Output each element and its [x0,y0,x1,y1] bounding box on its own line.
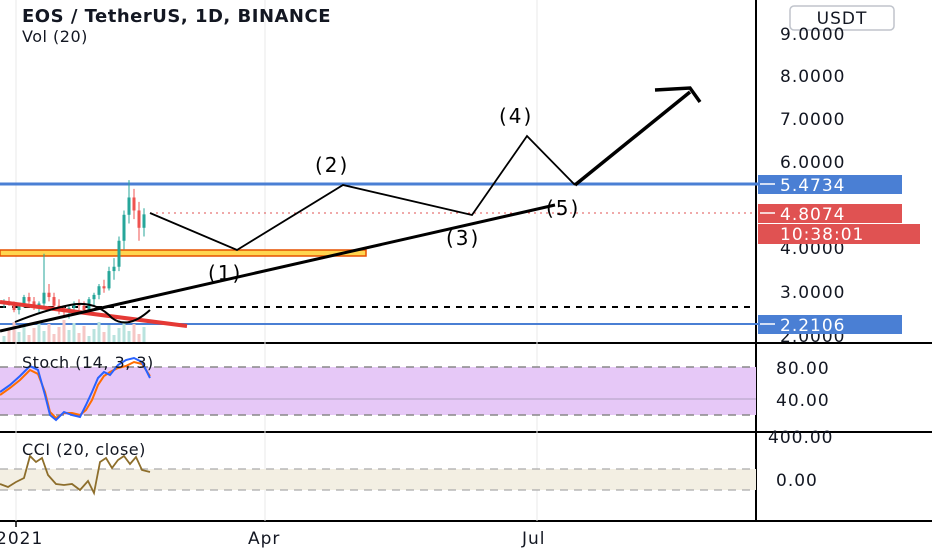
wave-sketch-curve [14,302,151,324]
volume-bar [47,324,51,342]
price-tick-6: 6.0000 [780,153,845,173]
price-tag-support: 2.2106 [758,315,902,336]
target-arrow-head [654,86,702,104]
cci-band [0,469,756,490]
currency-button-label: USDT [817,9,868,29]
volume-bar [102,332,106,342]
price-tick-7: 7.0000 [780,110,845,130]
volume-bar [7,329,11,342]
volume-bar [82,326,86,342]
volume-bar [112,335,116,342]
volume-bar [117,328,121,342]
countdown-tag: 10:38:01 [758,224,920,245]
time-label-2021: 2021 [0,529,43,549]
candle-body [107,271,111,289]
volume-bar [57,327,61,342]
price-tick-9: 9.0000 [780,25,845,45]
downtrend-line [0,300,188,328]
stoch-tick-40: 40.00 [776,391,830,411]
candle-body [102,286,106,289]
volume-bar [87,336,91,342]
time-label-jul: Jul [521,529,546,549]
volume-bar [122,321,126,342]
price-tick-8: 8.0000 [780,67,845,87]
target-arrow-line [573,90,692,187]
candle-body [127,197,131,215]
candle-body [117,240,121,267]
price-tag-current-label: 4.8074 [780,205,845,225]
countdown-tag-label: 10:38:01 [780,225,864,245]
volume-bar [97,322,101,342]
demand-zone-box [0,249,367,257]
price-tag-current: 4.8074 [758,204,902,225]
wave-label-3: (3) [446,226,480,250]
candle-body [122,214,126,241]
wave-label-2: (2) [315,153,349,177]
volume-bar [42,331,46,342]
price-tag-resistance: 5.4734 [758,175,902,196]
candle-body [92,294,96,300]
stoch-k-line [0,356,151,422]
volume-bar [77,333,81,342]
candle-body [72,303,76,308]
volume-bar [52,334,56,342]
wave-label-1: (1) [208,261,242,285]
volume-bar [72,323,76,342]
volume-bar [27,335,31,342]
volume-bar [22,325,26,342]
stoch-tick-80: 80.00 [776,359,830,379]
volume-label: Vol (20) [22,27,88,46]
wave-label-5: (5) [546,196,580,220]
candle-body [52,297,56,306]
candle-body [137,210,141,228]
volume-bar [62,320,66,342]
candle-body [97,286,101,295]
ascending-trend-line [0,203,556,333]
time-label-apr: Apr [248,529,280,549]
candle-body [42,292,46,304]
candle-body [47,292,51,298]
candle-body [132,197,136,211]
volume-bar [92,329,96,342]
stoch-indicator-label: Stoch (14, 3, 3) [22,353,154,372]
candle-body [82,305,86,311]
volume-bar [107,325,111,342]
price-tick-3: 3.0000 [780,283,845,303]
stoch-band [0,367,756,415]
cci-indicator-label: CCI (20, close) [22,440,146,459]
cci-tick-400: 400.00 [768,428,833,448]
cci-tick-0: 0.00 [776,471,818,491]
elliott-projection-path [149,134,576,252]
volume-bar [132,324,136,342]
price-tag-support-label: 2.2106 [780,316,845,336]
price-tag-resistance-label: 5.4734 [780,176,845,196]
volume-bar [32,328,36,342]
volume-bar [67,330,71,342]
wave-label-4: (4) [499,104,533,128]
chart-title: EOS / TetherUS, 1D, BINANCE [22,6,331,27]
candle-body [112,266,116,272]
candle-body [27,297,31,302]
volume-bar [12,322,16,342]
volume-bar [37,321,41,342]
candle-body [22,297,26,306]
main-pane-bg [0,0,756,343]
candle-body [12,304,16,311]
candle-body [17,305,21,311]
volume-bar [17,332,21,342]
volume-bar [2,336,6,342]
candle-body [142,214,146,228]
currency-button[interactable]: USDT [789,5,895,31]
volume-bars [2,320,146,342]
candles [2,180,146,319]
cci-line [0,454,151,496]
volume-bar [142,327,146,342]
volume-bar [127,331,131,342]
volume-bar [137,334,141,342]
